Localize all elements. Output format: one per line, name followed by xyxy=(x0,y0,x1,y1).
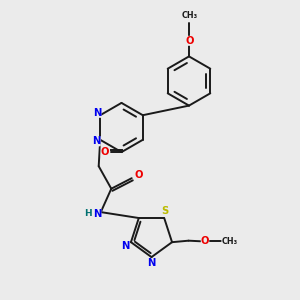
Text: O: O xyxy=(185,36,194,46)
Text: S: S xyxy=(161,206,169,216)
Text: N: N xyxy=(93,108,101,118)
Text: O: O xyxy=(201,236,209,246)
Text: N: N xyxy=(147,258,156,268)
Text: N: N xyxy=(93,208,101,219)
Text: O: O xyxy=(134,170,142,180)
Text: CH₃: CH₃ xyxy=(182,11,198,20)
Text: N: N xyxy=(92,136,101,146)
Text: N: N xyxy=(122,241,130,251)
Text: CH₃: CH₃ xyxy=(222,237,238,246)
Text: H: H xyxy=(84,209,92,218)
Text: O: O xyxy=(101,146,109,157)
